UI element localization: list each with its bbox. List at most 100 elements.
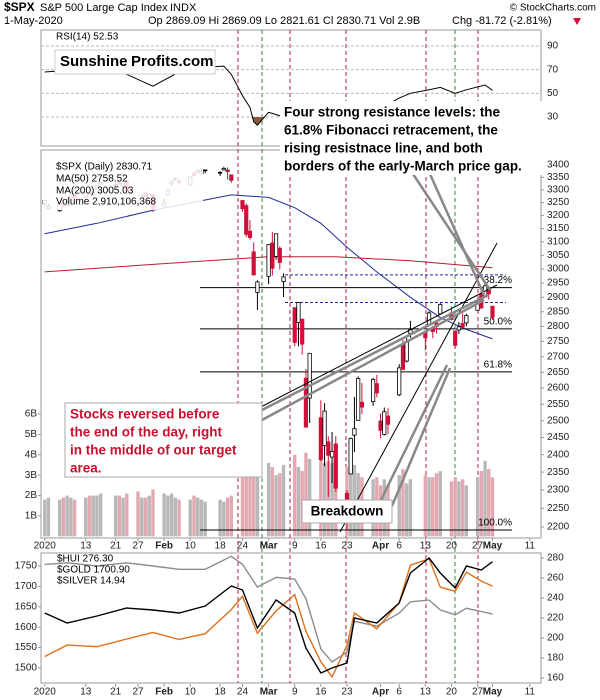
pointer [261,293,489,412]
candle-body [385,415,391,425]
y-tick-label: 3200 [547,210,570,221]
candle-body [277,247,282,263]
volume-bar [423,475,428,537]
y2-tick-label: 240 [547,593,564,604]
volume-bar [151,489,155,537]
volume-bar [479,471,483,537]
legend-entry: $SILVER 14.94 [57,576,126,587]
candle-body [221,168,226,171]
volume-bar [177,499,181,537]
annotation-box [64,402,263,478]
y-tick-label: 3350 [547,172,570,183]
y-tick-label: 2200 [547,522,570,533]
volume-bar [147,495,151,537]
candle-body [404,341,409,362]
x-tick-label: 24 [237,541,249,552]
volume-bar [404,483,409,537]
candle-body [352,428,357,436]
annotation-box [301,499,393,524]
volume-bar [453,477,457,537]
candle-body [453,330,458,346]
y-tick-label: 2500 [547,415,570,426]
annotation-text: area. [70,461,102,476]
x-tick-label: 2020 [34,687,57,698]
x-tick-label: 27 [132,687,144,698]
legend-box [43,160,203,210]
x-tick-label: 23 [341,687,353,698]
x-tick-label: 18 [215,687,227,698]
y-tick-label: 2900 [547,292,570,303]
volume-bar [449,481,454,537]
y-tick-label: 2650 [547,367,570,378]
candle-body [464,315,469,324]
pointer [428,173,486,296]
x-tick-label: 21 [110,541,122,552]
date: 1-May-2020 [4,15,63,27]
volume-bar [408,479,413,537]
annotation-text: 61.8% Fibonacci retracement, the [284,123,498,138]
x-tick-label: 27 [132,541,144,552]
volume-bar [162,493,166,537]
y-tick-label: 3250 [547,197,570,208]
volume-bar [140,497,144,537]
annotation-text: the end of the day, right [70,425,223,440]
volume-bar [218,499,222,537]
volume-bar [229,495,233,537]
y-tick-label: 2550 [547,399,570,410]
volume-bar [296,467,301,537]
x-tick-label: 27 [472,541,484,552]
candle-body [382,411,387,435]
volume-tick-label: 4B [25,449,38,460]
x-tick-label: 6 [396,687,402,698]
annotation-text: Four strong resistance levels: the [284,105,501,120]
logo-box [54,49,216,75]
logo: Sunshine [60,53,128,70]
volume-bar [222,501,226,537]
candle-body [378,420,383,431]
annotation-text: rising resistnace line, and both [284,141,483,156]
volume-bar [143,497,148,537]
volume-bar [319,456,323,537]
volume-tick-label: 6B [25,409,38,420]
volume-bar [397,475,401,537]
legend-entry: $GOLD 1700.90 [57,565,130,576]
volume-bar [255,454,260,537]
y-tick-label: 70 [547,64,559,75]
x-tick-label: May [483,687,503,698]
legend-entry: $HUI 276.30 [57,554,114,565]
down-arrow [573,18,581,25]
volume-bar [427,477,431,537]
y-tick-label: 30 [547,112,559,123]
x-tick-label: 11 [525,687,536,698]
y-tick-label: 1650 [15,601,38,612]
candle-body [247,230,253,238]
y-tick-label: 2250 [547,503,570,514]
y-tick-label: 3150 [547,223,570,234]
x-tick-label: 16 [315,541,327,552]
candle-body [397,367,402,396]
candle-body [333,443,338,489]
candle-body [292,307,297,343]
y-tick-label: 2850 [547,306,570,317]
x-tick-label: Mar [260,541,278,552]
y-tick-label: 2950 [547,278,570,289]
series-line [44,557,493,679]
volume-bar [334,454,338,537]
candle-body [266,244,271,277]
volume-bar [401,469,405,537]
volume-tick-label: 2B [25,490,38,501]
volume-bar [91,495,95,537]
pointer [390,367,452,507]
volume-bar [248,469,252,537]
fib-label: 38.2% [484,275,512,286]
y2-tick-label: 280 [547,553,564,564]
candle-body [326,441,331,456]
candle-body [348,438,353,475]
volume-bar [113,495,118,537]
y2-tick-label: 180 [547,653,564,664]
volume-bar [192,495,196,537]
series-line [44,555,493,663]
x-tick-label: May [483,541,503,552]
candle-body [225,169,230,173]
series-line [44,557,493,674]
